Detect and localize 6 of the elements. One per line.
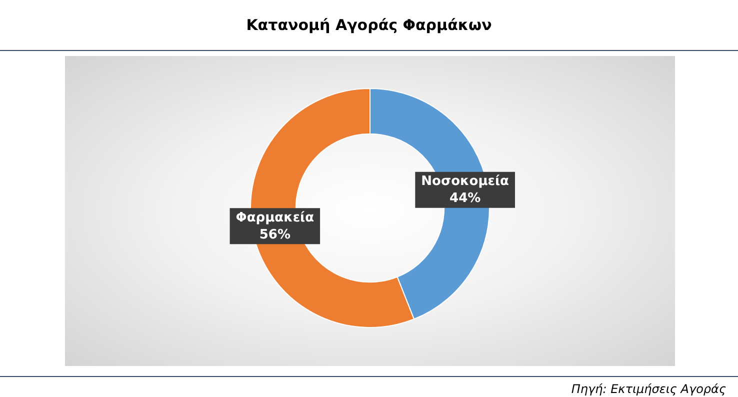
data-label: 44% [450, 191, 481, 206]
slice-label: Νοσοκομεία [421, 174, 510, 190]
slice-label: Φαρμακεία [236, 210, 314, 226]
text: Πηγή: Εκτιμήσεις Αγοράς [571, 382, 726, 396]
data-label: 56% [259, 228, 290, 243]
chart-title: Κατανομή Αγοράς Φαρμάκων [245, 16, 493, 34]
